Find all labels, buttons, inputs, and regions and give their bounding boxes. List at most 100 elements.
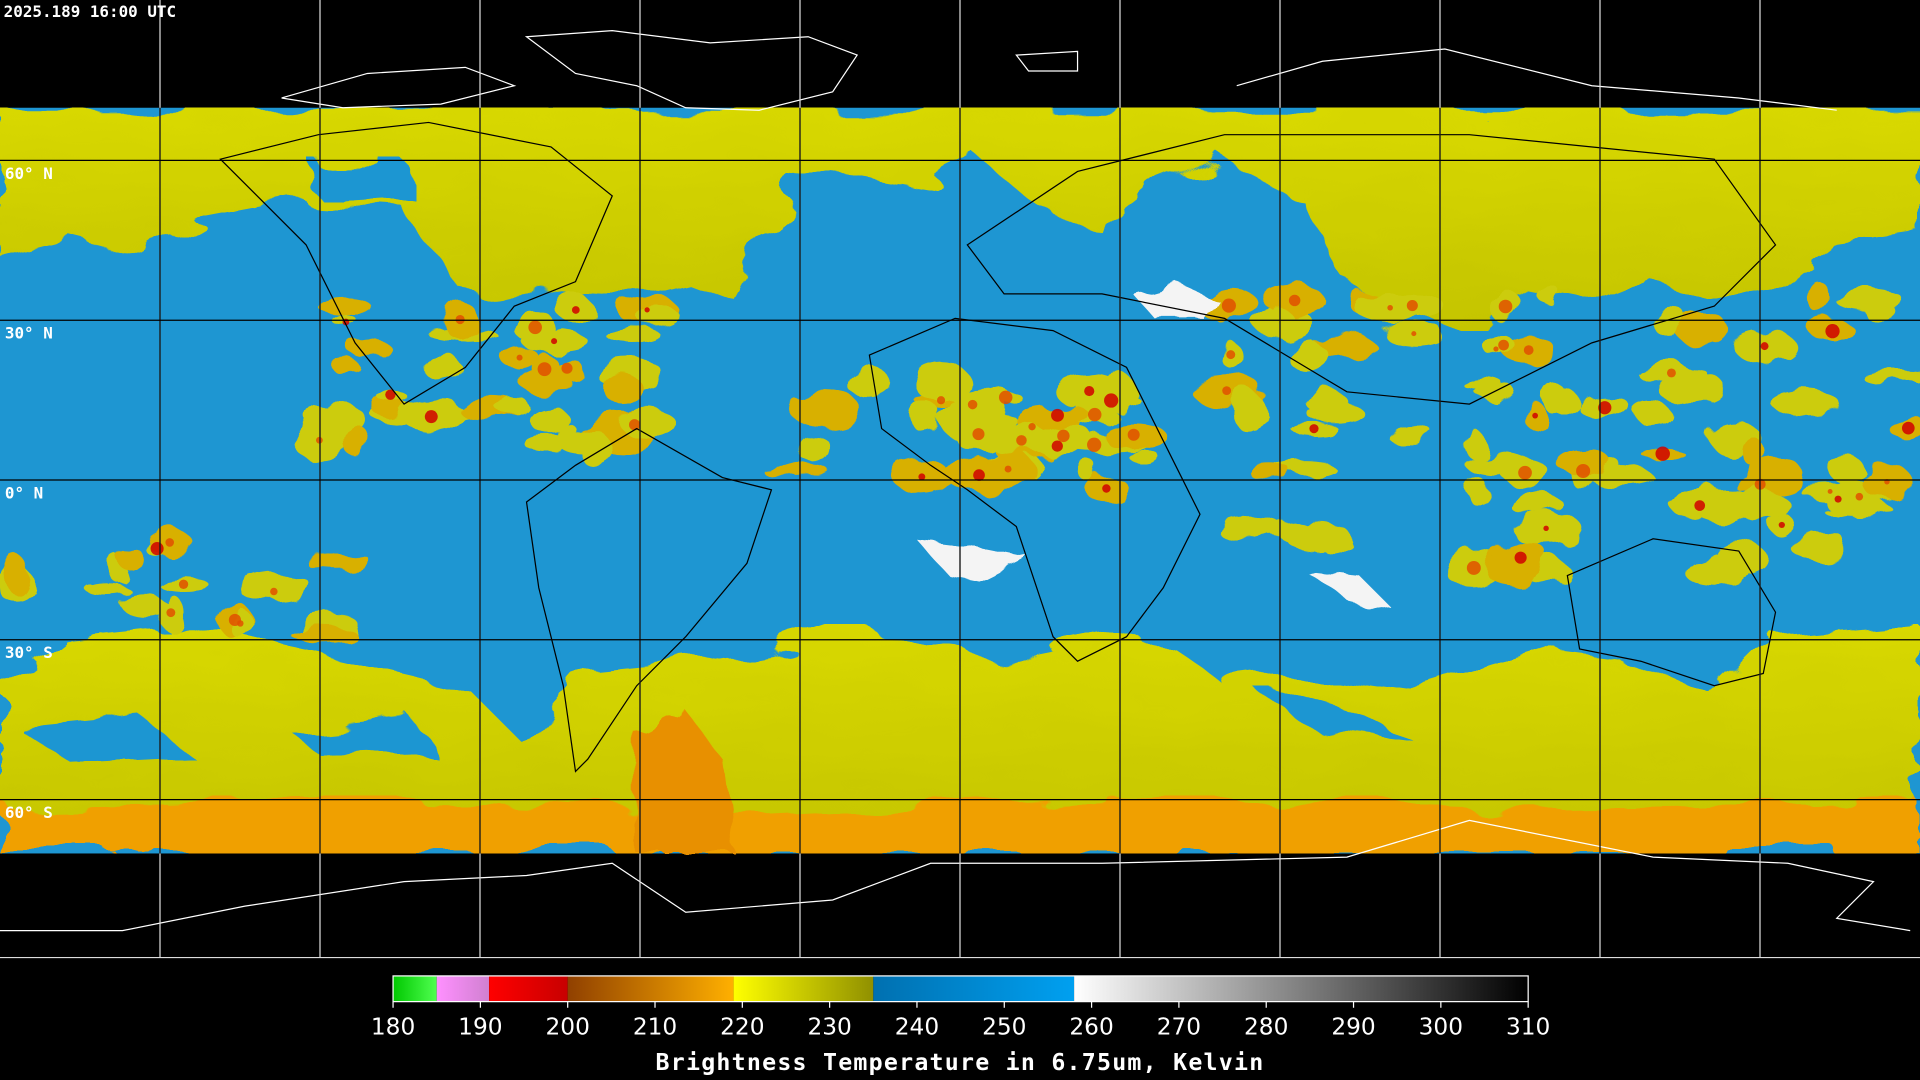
colorbar-tick-label: 300 xyxy=(1419,1014,1463,1041)
cold-core xyxy=(1084,385,1095,397)
cloud-blob xyxy=(796,432,829,462)
cold-core xyxy=(1104,393,1119,408)
cloud-blob xyxy=(118,547,144,573)
cloud-blob xyxy=(290,625,357,644)
cloud-blob xyxy=(1860,369,1920,383)
cloud-blob xyxy=(1386,427,1436,444)
cold-core xyxy=(1827,489,1833,494)
cloud-blob xyxy=(318,296,371,316)
colorbar-segment xyxy=(1074,975,1529,1002)
cloud-blob xyxy=(331,358,359,374)
cloud-blob xyxy=(1270,307,1293,337)
cold-core xyxy=(1778,521,1785,529)
cloud-blob xyxy=(1555,447,1610,475)
cloud-blob xyxy=(1249,464,1293,481)
convective-cores xyxy=(150,294,1915,627)
cloud-blob xyxy=(1834,289,1904,310)
cold-core xyxy=(1514,551,1527,564)
latitude-label: 30° N xyxy=(5,324,53,343)
cloud-blob xyxy=(522,433,570,451)
cold-core xyxy=(166,608,176,618)
latitude-label: 60° S xyxy=(5,803,53,822)
cold-core xyxy=(998,390,1013,405)
cold-core xyxy=(1825,324,1840,339)
timestamp: 2025.189 16:00 UTC xyxy=(4,2,176,21)
cloud-blob xyxy=(763,464,830,479)
cloud-blob xyxy=(1461,376,1502,389)
eurasia xyxy=(966,134,1777,405)
cold-core xyxy=(165,538,174,547)
cloud-blob xyxy=(1077,461,1100,481)
cloud-blob xyxy=(1284,520,1350,552)
colorbar-segment xyxy=(393,975,437,1002)
cloud-blob xyxy=(121,594,168,616)
colorbar-segment xyxy=(489,975,568,1002)
cold-core xyxy=(1666,368,1676,378)
cloud-blob xyxy=(1633,402,1671,424)
cloud-blob xyxy=(495,396,530,416)
colorbar-segment xyxy=(436,975,490,1002)
cold-core xyxy=(424,410,438,424)
cold-core xyxy=(1834,495,1842,503)
cloud-blob xyxy=(1305,392,1349,413)
cloud-blob xyxy=(7,557,31,597)
cold-core xyxy=(516,354,523,361)
colorbar-segment xyxy=(873,975,1075,1002)
cloud-blob xyxy=(1465,430,1486,460)
cloud-blob xyxy=(1311,334,1376,357)
cold-core xyxy=(1518,465,1532,480)
arctic-islands xyxy=(281,66,517,109)
south-america xyxy=(525,427,773,773)
colorbar-tick-label: 290 xyxy=(1331,1014,1375,1041)
cloud-blob xyxy=(1717,542,1768,574)
colorbar-tick-label: 240 xyxy=(895,1014,939,1041)
cloud-blob xyxy=(1742,437,1764,466)
cold-core xyxy=(1051,440,1063,452)
cold-core xyxy=(1901,421,1915,435)
cloud-blob xyxy=(581,429,610,470)
colorbar-tick-label: 310 xyxy=(1506,1014,1550,1041)
colorbar-frame xyxy=(392,975,1529,1003)
cloud-blob xyxy=(342,424,370,458)
cold-core xyxy=(178,579,189,589)
cloud-blob xyxy=(86,583,131,598)
coastlines xyxy=(219,121,1777,773)
cold-core xyxy=(1406,300,1418,312)
cold-core xyxy=(1057,429,1070,443)
cold-core xyxy=(1598,401,1612,415)
cloud-blob xyxy=(1673,310,1728,345)
cold-core xyxy=(1760,342,1769,351)
cold-core xyxy=(316,436,323,444)
colorbar-tick-label: 200 xyxy=(545,1014,589,1041)
cloud-blob xyxy=(1658,372,1727,407)
cold-core xyxy=(973,469,985,481)
cold-core xyxy=(1576,463,1591,479)
cold-core xyxy=(1498,339,1509,351)
cloud-blob xyxy=(638,306,681,328)
cloud-blob xyxy=(1216,516,1284,542)
colorbar-tick-label: 210 xyxy=(633,1014,677,1041)
cold-core xyxy=(455,314,465,325)
cloud-blob xyxy=(1746,456,1804,493)
cold-core xyxy=(1493,346,1499,352)
cold-core xyxy=(1694,500,1706,511)
cold-core xyxy=(936,396,946,405)
colorbar-segment xyxy=(567,975,734,1002)
cloud-blob xyxy=(528,407,570,433)
cold-core xyxy=(1523,345,1534,355)
cold-core xyxy=(972,428,985,441)
cold-core xyxy=(1221,298,1236,313)
cloud-blob xyxy=(1535,286,1562,302)
colorbar-tick-label: 230 xyxy=(807,1014,851,1041)
cold-core xyxy=(1087,437,1102,452)
cold-core xyxy=(1855,492,1864,501)
latitude-label: 0° N xyxy=(5,483,43,502)
cold-core xyxy=(1226,350,1236,360)
cold-core xyxy=(537,362,552,377)
colorbar-tick-label: 220 xyxy=(720,1014,764,1041)
cloud-blob xyxy=(913,362,971,402)
cold-core xyxy=(571,306,580,314)
africa xyxy=(868,317,1201,662)
cold-core xyxy=(967,399,978,410)
